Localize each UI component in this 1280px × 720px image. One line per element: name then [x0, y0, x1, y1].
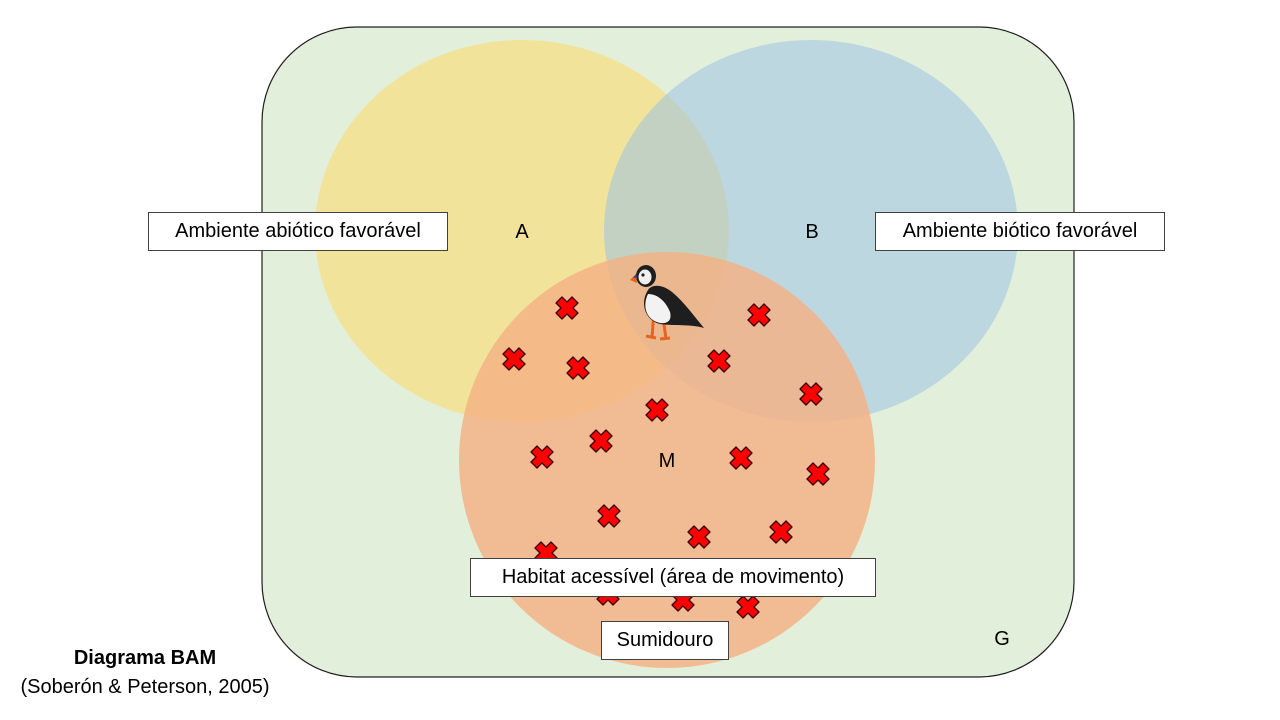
red-x-marker-icon: [555, 296, 579, 320]
red-x-marker-icon: [799, 382, 823, 406]
red-x-marker-icon: [747, 303, 771, 327]
red-x-marker-icon: [707, 349, 731, 373]
abiotic-environment-label: Ambiente abiótico favorável: [148, 212, 448, 251]
red-x-marker-icon: [530, 445, 554, 469]
diagram-citation: (Soberón & Peterson, 2005): [20, 676, 270, 698]
movement-area-label: Habitat acessível (área de movimento): [470, 558, 876, 597]
red-x-marker-icon: [597, 504, 621, 528]
red-x-marker-icon: [769, 520, 793, 544]
set-b-letter: B: [805, 221, 819, 243]
red-x-marker-icon: [736, 595, 760, 619]
set-g-letter: G: [994, 628, 1010, 650]
red-x-marker-icon: [589, 429, 613, 453]
red-x-marker-icon: [645, 398, 669, 422]
red-x-marker-icon: [566, 356, 590, 380]
biotic-environment-label: Ambiente biótico favorável: [875, 212, 1165, 251]
set-m-letter: M: [658, 450, 676, 472]
diagram-title: Diagrama BAM: [73, 647, 217, 669]
red-x-marker-icon: [687, 525, 711, 549]
puffin-icon: [630, 265, 704, 341]
set-a-letter: A: [515, 221, 529, 243]
red-x-marker-icon: [502, 347, 526, 371]
red-x-marker-icon: [729, 446, 753, 470]
sink-label: Sumidouro: [601, 621, 729, 660]
red-x-marker-icon: [806, 462, 830, 486]
